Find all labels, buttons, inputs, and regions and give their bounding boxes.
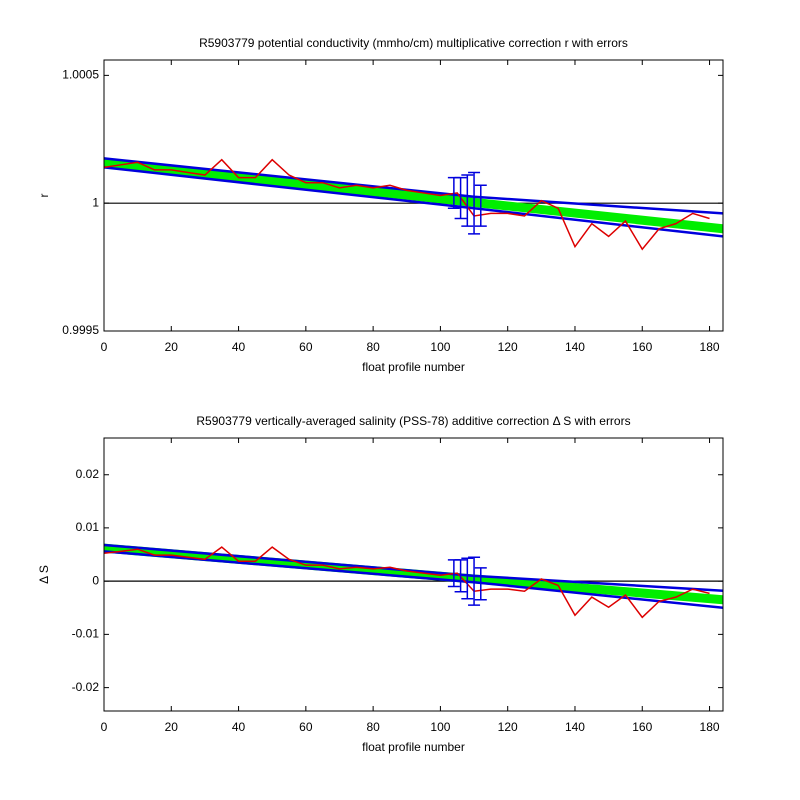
x-tick-label: 80 xyxy=(366,720,380,734)
series-line xyxy=(104,157,723,215)
y-tick-label: 0.01 xyxy=(76,520,100,534)
x-tick-label: 160 xyxy=(632,340,652,354)
series-line xyxy=(104,158,710,251)
x-tick-label: 60 xyxy=(299,340,313,354)
series-line xyxy=(104,543,723,592)
error-bar xyxy=(454,176,467,220)
x-tick-label: 100 xyxy=(430,720,450,734)
y-tick-label: 1 xyxy=(92,195,99,209)
error-bar xyxy=(454,559,467,593)
x-tick-label: 40 xyxy=(232,720,246,734)
y-tick-label: 0 xyxy=(92,573,99,587)
series-line xyxy=(104,166,723,238)
error-bar xyxy=(468,171,481,235)
error-bar xyxy=(461,557,474,600)
axes-box xyxy=(103,437,724,712)
y-tick-label: 0.9995 xyxy=(62,323,99,337)
error-bar xyxy=(474,184,487,227)
x-tick-label: 0 xyxy=(101,340,108,354)
y-tick-label: 1.0005 xyxy=(62,68,99,82)
x-tick-label: 140 xyxy=(565,340,585,354)
x-axis-label: float profile number xyxy=(362,740,465,754)
series-line xyxy=(104,550,723,610)
y-axis-label: Δ S xyxy=(37,565,51,584)
chart-title: R5903779 vertically-averaged salinity (P… xyxy=(196,414,630,428)
x-tick-label: 60 xyxy=(299,720,313,734)
x-tick-label: 120 xyxy=(498,340,518,354)
x-tick-label: 160 xyxy=(632,720,652,734)
error-bar xyxy=(474,567,487,601)
chart-title: R5903779 potential conductivity (mmho/cm… xyxy=(199,36,628,50)
x-tick-label: 100 xyxy=(430,340,450,354)
x-tick-label: 140 xyxy=(565,720,585,734)
error-bar xyxy=(461,174,474,227)
series-line xyxy=(104,543,723,605)
x-axis-label: float profile number xyxy=(362,360,465,374)
x-tick-label: 20 xyxy=(165,340,179,354)
y-axis-label: r xyxy=(37,194,51,198)
series-line xyxy=(104,158,723,234)
x-tick-label: 0 xyxy=(101,720,108,734)
x-tick-label: 180 xyxy=(700,340,720,354)
x-tick-label: 20 xyxy=(165,720,179,734)
y-tick-label: -0.01 xyxy=(72,627,100,641)
y-tick-label: 0.02 xyxy=(76,467,100,481)
x-tick-label: 120 xyxy=(498,720,518,734)
error-bar xyxy=(468,556,481,606)
axes-box xyxy=(103,59,724,332)
x-tick-label: 40 xyxy=(232,340,246,354)
y-tick-label: -0.02 xyxy=(72,680,100,694)
x-tick-label: 180 xyxy=(700,720,720,734)
series-line xyxy=(104,546,710,619)
x-tick-label: 80 xyxy=(366,340,380,354)
